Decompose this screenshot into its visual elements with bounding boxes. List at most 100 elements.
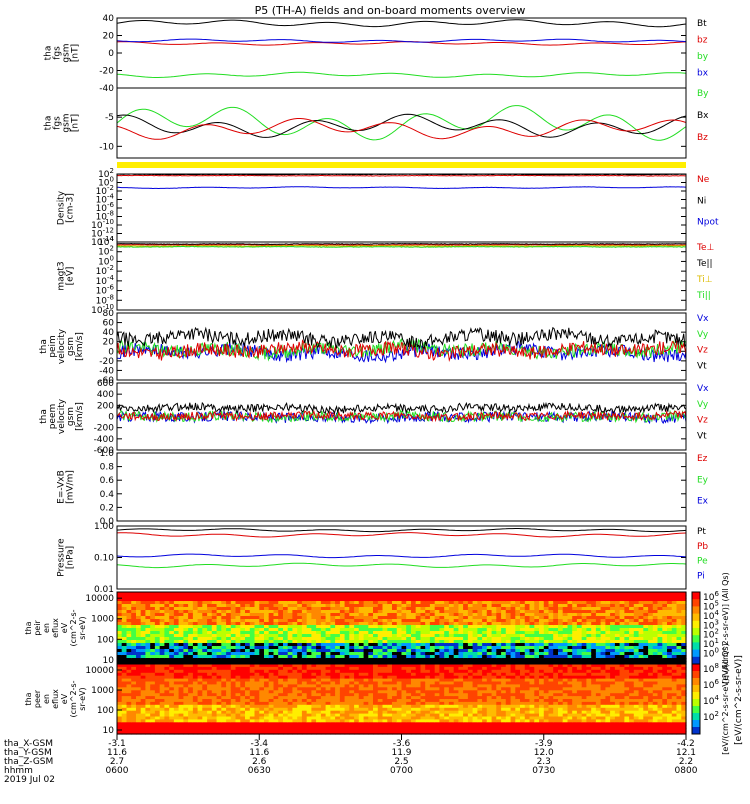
- spectrogram-cell: [302, 670, 307, 674]
- tick-label: 1.00: [94, 522, 114, 532]
- panel-frame: [117, 174, 686, 242]
- spectrogram-cell: [127, 687, 132, 691]
- spectrogram-cell: [212, 687, 217, 691]
- spectrogram-cell: [250, 687, 255, 691]
- series-line-Te||: [117, 244, 686, 245]
- spectrogram-cell: [274, 722, 279, 726]
- spectrogram-cell: [439, 722, 444, 726]
- spectrogram-cell: [397, 705, 402, 709]
- colorbar-cell: [692, 628, 700, 636]
- colorbar-cell: [692, 642, 700, 650]
- spectrogram-cell: [444, 705, 449, 709]
- tick-label: -400: [94, 435, 115, 445]
- spectrogram-cell: [349, 705, 354, 709]
- spectrogram-cell: [378, 670, 383, 674]
- spectrogram-cell: [183, 722, 188, 726]
- spectrogram-cell: [349, 670, 354, 674]
- legend-Ti||: Ti||: [696, 291, 711, 301]
- spectrogram-cell: [255, 722, 260, 726]
- spectrogram-cell: [269, 670, 274, 674]
- spectrogram-cell: [335, 687, 340, 691]
- spectrogram-cell: [373, 670, 378, 674]
- legend-Pi: Pi: [697, 571, 705, 581]
- spectrogram-cell: [274, 705, 279, 709]
- spectrogram-cell: [292, 687, 297, 691]
- spectrogram-cell: [245, 722, 250, 726]
- spectrogram-cell: [463, 687, 468, 691]
- spectrogram-cell: [416, 670, 421, 674]
- series-line-Ti||: [117, 246, 686, 247]
- spectrogram-cell: [122, 722, 127, 726]
- spectrogram-cell: [221, 687, 226, 691]
- spectrogram-cell: [444, 687, 449, 691]
- panel-legend: Te⊥Te||Ti⊥Ti||: [696, 243, 715, 301]
- spectrogram-cell: [345, 722, 350, 726]
- spectrogram-cell: [397, 670, 402, 674]
- spectrogram-cell: [326, 722, 331, 726]
- spectrogram-cell: [378, 687, 383, 691]
- ylabel-line: [km/s]: [75, 402, 85, 431]
- spectrogram-cell: [174, 687, 179, 691]
- spectrogram-cell: [359, 705, 364, 709]
- spectrogram-cell: [193, 722, 198, 726]
- ylabel-line: [eV]: [66, 267, 76, 286]
- spectrogram-cell: [240, 722, 245, 726]
- colorbar-cell: [692, 657, 700, 665]
- colorbar-cell: [692, 621, 700, 629]
- spectrogram-cell: [236, 687, 241, 691]
- tick-label: 10: [103, 656, 115, 666]
- plot-title: P5 (TH-A) fields and on-board moments ov…: [255, 4, 526, 17]
- spectrogram-cell: [160, 687, 165, 691]
- spectrogram-cell: [188, 670, 193, 674]
- spectrogram-cell: [292, 722, 297, 726]
- spectrogram-cell: [430, 687, 435, 691]
- spectrogram-cell: [364, 687, 369, 691]
- spectrogram-cell: [392, 722, 397, 726]
- tick-label: -200: [94, 424, 115, 434]
- spectrogram-cell: [421, 722, 426, 726]
- spectrogram-cell: [183, 705, 188, 709]
- spectrogram-cell: [311, 722, 316, 726]
- spectrogram-cell: [231, 705, 236, 709]
- spectrogram-cell: [335, 722, 340, 726]
- spectrogram-cell: [183, 687, 188, 691]
- spectrogram-cell: [217, 705, 222, 709]
- spectrogram-cell: [136, 687, 141, 691]
- spectrogram-cell: [283, 705, 288, 709]
- spectrogram-cell: [311, 670, 316, 674]
- panel-frame: [117, 453, 686, 521]
- legend-by: by: [697, 52, 709, 62]
- spectrogram-cell: [122, 705, 127, 709]
- spectrogram-cell: [411, 670, 416, 674]
- spectrogram-cell: [240, 687, 245, 691]
- legend-Ez: Ez: [697, 454, 708, 464]
- spectrogram-cell: [345, 705, 350, 709]
- spectrogram-cell: [458, 687, 463, 691]
- spectrogram-cell: [316, 670, 321, 674]
- series-line-Pe: [117, 563, 686, 567]
- spectrogram-cell: [202, 705, 207, 709]
- spectrogram-cell: [425, 670, 430, 674]
- series-line-Pt: [117, 529, 686, 532]
- series-line-bz: [117, 42, 686, 46]
- spectrogram-cell: [131, 722, 136, 726]
- spectrogram-cell: [435, 705, 440, 709]
- spectrogram-cell: [117, 705, 122, 709]
- spectrogram-cell: [345, 687, 350, 691]
- legend-Vz: Vz: [697, 416, 708, 426]
- spectrogram-cell: [406, 670, 411, 674]
- spectrogram-cell: [402, 722, 407, 726]
- spectrogram-cell: [245, 705, 250, 709]
- spectrogram-cell: [425, 687, 430, 691]
- spectrogram-cell: [368, 687, 373, 691]
- spectrogram-cell: [439, 705, 444, 709]
- colorbar-cell: [692, 606, 700, 614]
- spectrogram-cell: [245, 670, 250, 674]
- spectrogram-cell: [364, 722, 369, 726]
- spectrogram-cell: [150, 705, 155, 709]
- spectrogram-cell: [207, 722, 212, 726]
- spectrogram-cell: [217, 722, 222, 726]
- spectrogram-cell: [387, 687, 392, 691]
